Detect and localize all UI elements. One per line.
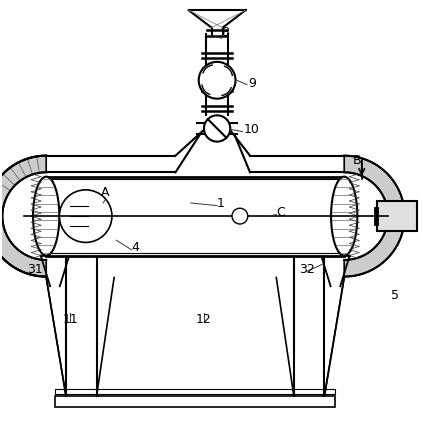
Text: 5: 5 (391, 289, 399, 303)
Text: 11: 11 (62, 314, 78, 326)
Ellipse shape (33, 177, 59, 255)
Text: 4: 4 (132, 241, 140, 254)
Bar (377, 201, 416, 232)
Bar (46, 177, 344, 255)
Text: 32: 32 (299, 263, 315, 276)
Text: 12: 12 (196, 314, 212, 326)
Polygon shape (344, 156, 404, 277)
Text: 9: 9 (248, 77, 256, 90)
Text: 1: 1 (217, 198, 225, 210)
Polygon shape (0, 156, 46, 277)
Bar (55, 396, 335, 407)
Text: A: A (101, 187, 109, 199)
Bar (55, 389, 335, 394)
Text: B: B (353, 153, 361, 167)
Circle shape (59, 190, 112, 243)
Circle shape (232, 208, 248, 224)
Text: C: C (276, 206, 285, 219)
Text: 31: 31 (27, 263, 43, 276)
Circle shape (199, 62, 236, 99)
Text: 10: 10 (243, 123, 259, 136)
Ellipse shape (331, 177, 358, 255)
Text: 8: 8 (222, 26, 229, 39)
Circle shape (204, 116, 230, 142)
